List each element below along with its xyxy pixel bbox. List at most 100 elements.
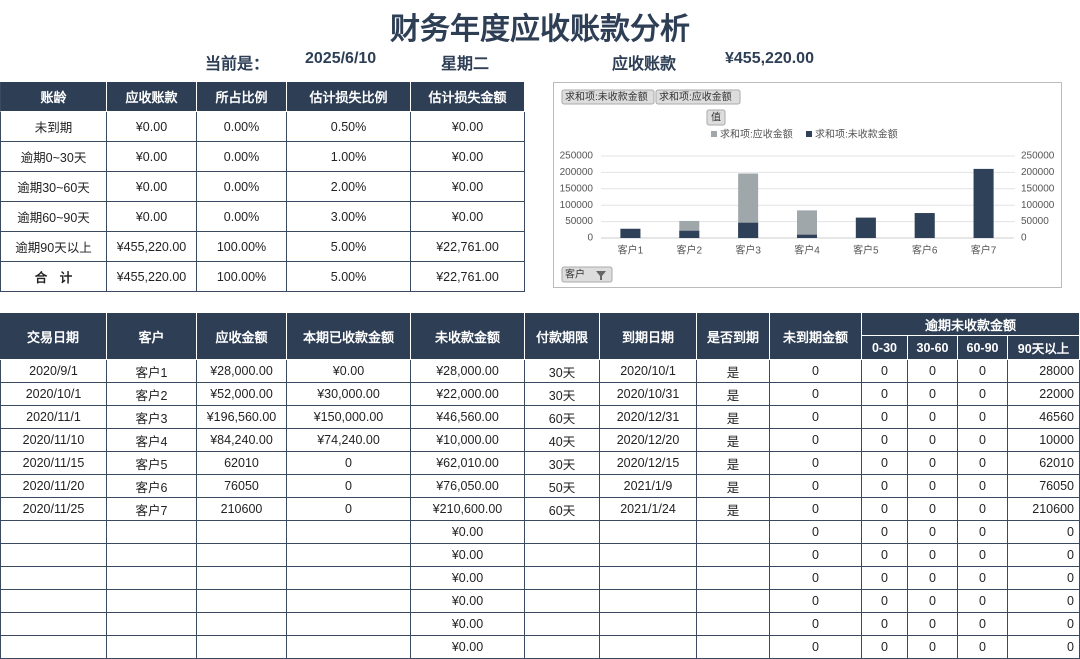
detail-cell: 0 (287, 498, 411, 521)
detail-cell (107, 613, 197, 636)
detail-cell: 0 (862, 521, 908, 544)
field-button[interactable] (561, 89, 655, 105)
detail-cell: 0 (770, 452, 862, 475)
detail-cell: 0 (862, 636, 908, 659)
y2-tick-label: 150000 (1021, 183, 1055, 194)
detail-cell: 0 (770, 475, 862, 498)
bar (797, 210, 817, 238)
detail-cell: 0 (862, 567, 908, 590)
detail-cell (197, 590, 287, 613)
detail-cell: 2020/10/31 (600, 383, 697, 406)
x-tick-label: 客户6 (912, 244, 938, 257)
detail-cell: 210600 (197, 498, 287, 521)
detail-cell: 0 (908, 544, 958, 567)
detail-cell: 0 (958, 475, 1008, 498)
detail-cell: 0 (908, 613, 958, 636)
detail-cell: 28000 (1008, 360, 1080, 383)
detail-cell: 0 (908, 498, 958, 521)
x-tick-label: 客户2 (677, 244, 703, 257)
detail-cell (0, 636, 107, 659)
detail-cell: 是 (697, 429, 770, 452)
detail-cell: 0 (958, 360, 1008, 383)
detail-cell: ¥52,000.00 (197, 383, 287, 406)
detail-cell (0, 590, 107, 613)
detail-cell: ¥28,000.00 (197, 360, 287, 383)
detail-cell: 0 (1008, 613, 1080, 636)
detail-cell: 0 (770, 544, 862, 567)
detail-cell: 2020/11/20 (0, 475, 107, 498)
axis-field-button[interactable] (561, 266, 613, 283)
detail-cell: ¥10,000.00 (411, 429, 525, 452)
aging-cell: ¥455,220.00 (107, 262, 197, 292)
detail-cell (197, 521, 287, 544)
detail-cell: 0 (1008, 544, 1080, 567)
detail-cell: 0 (862, 429, 908, 452)
aging-cell: 未到期 (0, 112, 107, 142)
detail-cell (525, 521, 600, 544)
detail-cell: 客户4 (107, 429, 197, 452)
detail-cell: 0 (770, 521, 862, 544)
detail-cell: 2020/9/1 (0, 360, 107, 383)
detail-cell: 0 (862, 613, 908, 636)
x-tick-label: 客户3 (735, 244, 761, 257)
detail-cell: ¥84,240.00 (197, 429, 287, 452)
detail-cell: 76050 (197, 475, 287, 498)
detail-cell: 2020/10/1 (0, 383, 107, 406)
detail-cell (287, 544, 411, 567)
detail-cell: 0 (908, 360, 958, 383)
detail-cell: ¥0.00 (411, 544, 525, 567)
detail-cell (525, 544, 600, 567)
detail-cell: 0 (958, 521, 1008, 544)
aging-cell: 逾期60~90天 (0, 202, 107, 232)
legend-label: 求和项:未收款金额 (815, 128, 898, 141)
x-tick-label: 客户4 (794, 244, 820, 257)
detail-cell: 2020/12/20 (600, 429, 697, 452)
field-button[interactable] (655, 89, 741, 105)
detail-cell (287, 613, 411, 636)
detail-cell (525, 636, 600, 659)
detail-cell: ¥0.00 (287, 360, 411, 383)
detail-cell: 0 (862, 590, 908, 613)
detail-cell: 0 (1008, 590, 1080, 613)
detail-cell: 0 (1008, 521, 1080, 544)
overdue-group-header: 逾期未收款金额 (862, 313, 1080, 336)
aging-cell: 100.00% (197, 262, 287, 292)
detail-cell: 0 (770, 360, 862, 383)
detail-header-cell: 应收金额 (197, 313, 287, 360)
detail-cell: 0 (958, 383, 1008, 406)
detail-cell: 2021/1/24 (600, 498, 697, 521)
detail-cell (600, 567, 697, 590)
detail-cell: 210600 (1008, 498, 1080, 521)
detail-cell: 客户3 (107, 406, 197, 429)
detail-cell: 0 (958, 498, 1008, 521)
detail-cell: ¥0.00 (411, 636, 525, 659)
overdue-subheader: 30-60 (908, 336, 958, 360)
detail-header-cell: 客户 (107, 313, 197, 360)
aging-cell: ¥0.00 (411, 172, 525, 202)
bar (914, 213, 935, 238)
detail-cell: 0 (770, 498, 862, 521)
detail-cell: 30天 (525, 360, 600, 383)
detail-cell (600, 590, 697, 613)
detail-cell: 0 (287, 475, 411, 498)
detail-cell (525, 567, 600, 590)
detail-cell: 2020/11/1 (0, 406, 107, 429)
detail-cell (287, 636, 411, 659)
detail-cell: 2020/12/31 (600, 406, 697, 429)
aging-cell: 1.00% (287, 142, 411, 172)
y-tick-label: 200000 (560, 167, 594, 178)
legend-swatch (711, 131, 717, 137)
detail-cell: 30天 (525, 383, 600, 406)
detail-cell: 客户6 (107, 475, 197, 498)
bar (797, 234, 817, 238)
aging-cell: ¥0.00 (107, 142, 197, 172)
detail-cell: 是 (697, 406, 770, 429)
aging-cell: 5.00% (287, 262, 411, 292)
detail-cell (107, 590, 197, 613)
detail-cell (107, 521, 197, 544)
detail-cell (197, 613, 287, 636)
aging-cell: 3.00% (287, 202, 411, 232)
detail-cell (525, 613, 600, 636)
detail-cell: 0 (958, 613, 1008, 636)
